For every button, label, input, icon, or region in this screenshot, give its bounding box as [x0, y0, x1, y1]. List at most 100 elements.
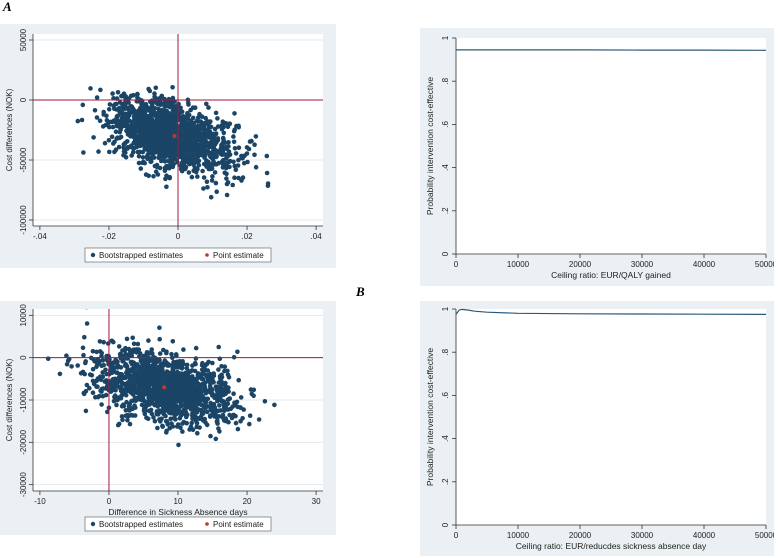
y-tick-label: 0	[441, 251, 450, 256]
bootstrap-point	[198, 402, 203, 407]
bootstrap-point	[83, 359, 88, 364]
bootstrap-point	[166, 96, 172, 102]
bootstrap-point	[172, 148, 178, 154]
bootstrap-point	[216, 367, 221, 372]
bootstrap-point	[166, 407, 172, 412]
bootstrap-point	[173, 352, 179, 357]
y-tick-label: -30000	[19, 472, 28, 497]
bootstrap-point	[157, 351, 163, 356]
bootstrap-point	[162, 401, 168, 407]
bootstrap-point	[160, 363, 166, 369]
bootstrap-point	[94, 95, 100, 100]
bootstrap-point	[129, 412, 134, 418]
bootstrap-point	[91, 135, 96, 140]
bootstrap-point	[159, 134, 164, 139]
y-axis-label: Cost differences (NOK)	[5, 358, 14, 441]
bootstrap-point	[207, 120, 212, 125]
bootstrap-point	[131, 390, 136, 395]
x-axis-label: Difference in Sickness Absence days	[108, 507, 247, 517]
bootstrap-point	[208, 433, 213, 439]
bootstrap-point	[135, 91, 140, 97]
bootstrap-point	[96, 149, 101, 154]
bootstrap-point	[184, 132, 190, 138]
y-tick-label: 1	[441, 306, 450, 311]
bootstrap-point	[213, 110, 219, 116]
bootstrap-point	[101, 362, 106, 368]
bootstrap-point	[170, 95, 176, 101]
bootstrap-point	[172, 373, 177, 378]
bootstrap-point	[153, 394, 158, 399]
bootstrap-point	[220, 119, 226, 124]
bootstrap-point	[130, 335, 135, 341]
bootstrap-point	[235, 163, 241, 168]
x-tick-label: 20000	[569, 531, 592, 540]
bootstrap-point	[230, 182, 235, 188]
bootstrap-point	[144, 366, 150, 372]
bootstrap-point	[213, 149, 218, 155]
bootstrap-point	[115, 118, 121, 124]
bootstrap-point	[179, 371, 185, 376]
bootstrap-point	[158, 101, 164, 107]
bootstrap-point	[232, 163, 237, 169]
bootstrap-point	[224, 176, 229, 181]
bootstrap-point	[141, 393, 146, 398]
bootstrap-point	[167, 425, 172, 431]
bootstrap-point	[165, 150, 171, 155]
bootstrap-point	[144, 106, 149, 111]
bootstrap-point	[189, 174, 195, 180]
bootstrap-point	[163, 377, 168, 382]
bootstrap-point	[159, 409, 164, 414]
bootstrap-point	[119, 414, 125, 419]
y-tick-label: .6	[441, 392, 450, 399]
bootstrap-point	[116, 144, 122, 150]
bootstrap-point	[207, 384, 213, 389]
bootstrap-point	[220, 152, 225, 157]
bootstrap-point	[45, 356, 51, 361]
x-tick-label: 40000	[693, 531, 716, 540]
bootstrap-point	[213, 436, 219, 442]
bootstrap-point	[249, 391, 255, 397]
bootstrap-point	[120, 103, 126, 109]
bootstrap-point	[197, 136, 203, 142]
acceptability-curve-b: 0 .2 .4 .6 .8 1 0 10000 20000 30000 40000 50000 Prob…	[420, 301, 774, 556]
bootstrap-point	[157, 394, 163, 399]
bootstrap-point	[235, 426, 241, 432]
bootstrap-point	[157, 95, 163, 101]
bootstrap-point	[124, 336, 130, 342]
x-tick-label: 10	[174, 497, 183, 506]
bootstrap-point	[180, 421, 185, 426]
bootstrap-point	[126, 403, 132, 409]
bootstrap-point	[129, 398, 134, 404]
bootstrap-point	[107, 357, 112, 362]
bootstrap-point	[138, 396, 144, 401]
x-tick-label: 40000	[693, 260, 716, 269]
bootstrap-point	[159, 402, 164, 408]
x-tick-label: .04	[311, 232, 323, 241]
bootstrap-point	[197, 425, 202, 430]
y-tick-label: 1	[441, 35, 450, 40]
bootstrap-point	[147, 88, 153, 94]
y-tick-label: -50000	[19, 147, 28, 172]
bootstrap-point	[111, 383, 116, 389]
bootstrap-point	[224, 171, 229, 177]
bootstrap-point	[148, 124, 153, 130]
bootstrap-point	[82, 334, 87, 340]
legend-label-bootstrap: Bootstrapped estimates	[99, 251, 183, 260]
bootstrap-point	[203, 137, 208, 143]
bootstrap-point	[163, 418, 169, 424]
legend-label-bootstrap: Bootstrapped estimates	[99, 520, 183, 529]
bootstrap-point	[170, 396, 175, 401]
plot-area	[456, 309, 766, 525]
bootstrap-point	[197, 390, 203, 396]
bootstrap-point	[106, 138, 112, 143]
bootstrap-point	[149, 107, 155, 113]
y-tick-label: 0	[19, 97, 28, 102]
bootstrap-point	[152, 163, 158, 169]
legend-box	[84, 247, 272, 263]
bootstrap-point	[220, 386, 225, 392]
bootstrap-point	[213, 180, 219, 186]
bootstrap-point	[84, 321, 90, 326]
bootstrap-point	[157, 386, 163, 392]
bootstrap-point	[75, 363, 80, 368]
bootstrap-point	[150, 132, 156, 137]
